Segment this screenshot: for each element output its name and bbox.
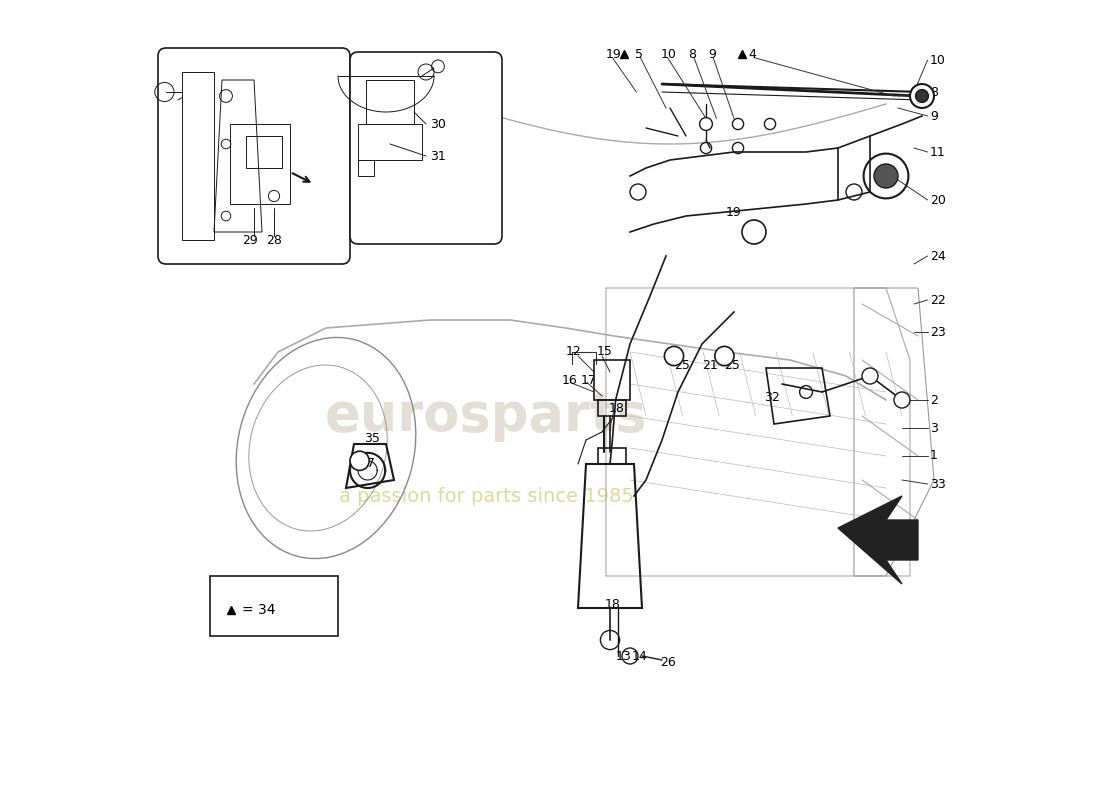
Text: 4: 4 <box>748 48 757 61</box>
Circle shape <box>874 164 898 188</box>
Circle shape <box>664 346 683 366</box>
Text: 25: 25 <box>674 359 690 372</box>
FancyBboxPatch shape <box>350 52 502 244</box>
Text: 28: 28 <box>266 234 282 246</box>
Circle shape <box>894 392 910 408</box>
Text: 19: 19 <box>726 206 741 218</box>
Text: 15: 15 <box>596 346 613 358</box>
Text: 18: 18 <box>608 402 625 414</box>
Text: 10: 10 <box>660 48 676 61</box>
Text: 10: 10 <box>930 54 946 66</box>
Text: 14: 14 <box>631 650 647 662</box>
Text: 29: 29 <box>242 234 257 246</box>
Text: 18: 18 <box>604 598 620 610</box>
Text: 24: 24 <box>930 250 946 262</box>
Text: 9: 9 <box>930 110 938 122</box>
Text: 21: 21 <box>702 359 717 372</box>
Text: 17: 17 <box>581 374 596 386</box>
FancyBboxPatch shape <box>158 48 350 264</box>
FancyBboxPatch shape <box>210 576 338 636</box>
Text: 9: 9 <box>708 48 716 61</box>
Text: 25: 25 <box>725 359 740 372</box>
Text: 20: 20 <box>930 194 946 206</box>
Circle shape <box>910 84 934 108</box>
Text: 30: 30 <box>430 118 446 130</box>
Text: 32: 32 <box>763 391 779 404</box>
Text: a passion for parts since 1985: a passion for parts since 1985 <box>339 486 634 506</box>
Polygon shape <box>838 496 918 584</box>
Circle shape <box>715 346 734 366</box>
Text: 31: 31 <box>430 150 446 162</box>
Text: 22: 22 <box>930 294 946 306</box>
Text: = 34: = 34 <box>242 602 275 617</box>
Text: 8: 8 <box>689 48 696 61</box>
Circle shape <box>862 368 878 384</box>
Circle shape <box>915 90 928 102</box>
Circle shape <box>742 220 766 244</box>
Text: 27: 27 <box>360 458 375 470</box>
Text: eurosparts: eurosparts <box>324 390 647 442</box>
Text: 5: 5 <box>635 48 642 61</box>
Text: 13: 13 <box>616 650 631 662</box>
Circle shape <box>350 451 370 470</box>
Text: 3: 3 <box>930 422 938 434</box>
Text: 33: 33 <box>930 478 946 490</box>
Text: 11: 11 <box>930 146 946 158</box>
Text: 26: 26 <box>660 656 676 669</box>
Text: 2: 2 <box>930 394 938 406</box>
Text: 35: 35 <box>364 432 381 445</box>
Text: 19: 19 <box>606 48 621 61</box>
Text: 8: 8 <box>930 86 938 98</box>
Text: 12: 12 <box>566 346 582 358</box>
Text: 16: 16 <box>561 374 578 386</box>
Circle shape <box>700 118 713 130</box>
Text: 23: 23 <box>930 326 946 338</box>
Text: 1: 1 <box>930 450 938 462</box>
